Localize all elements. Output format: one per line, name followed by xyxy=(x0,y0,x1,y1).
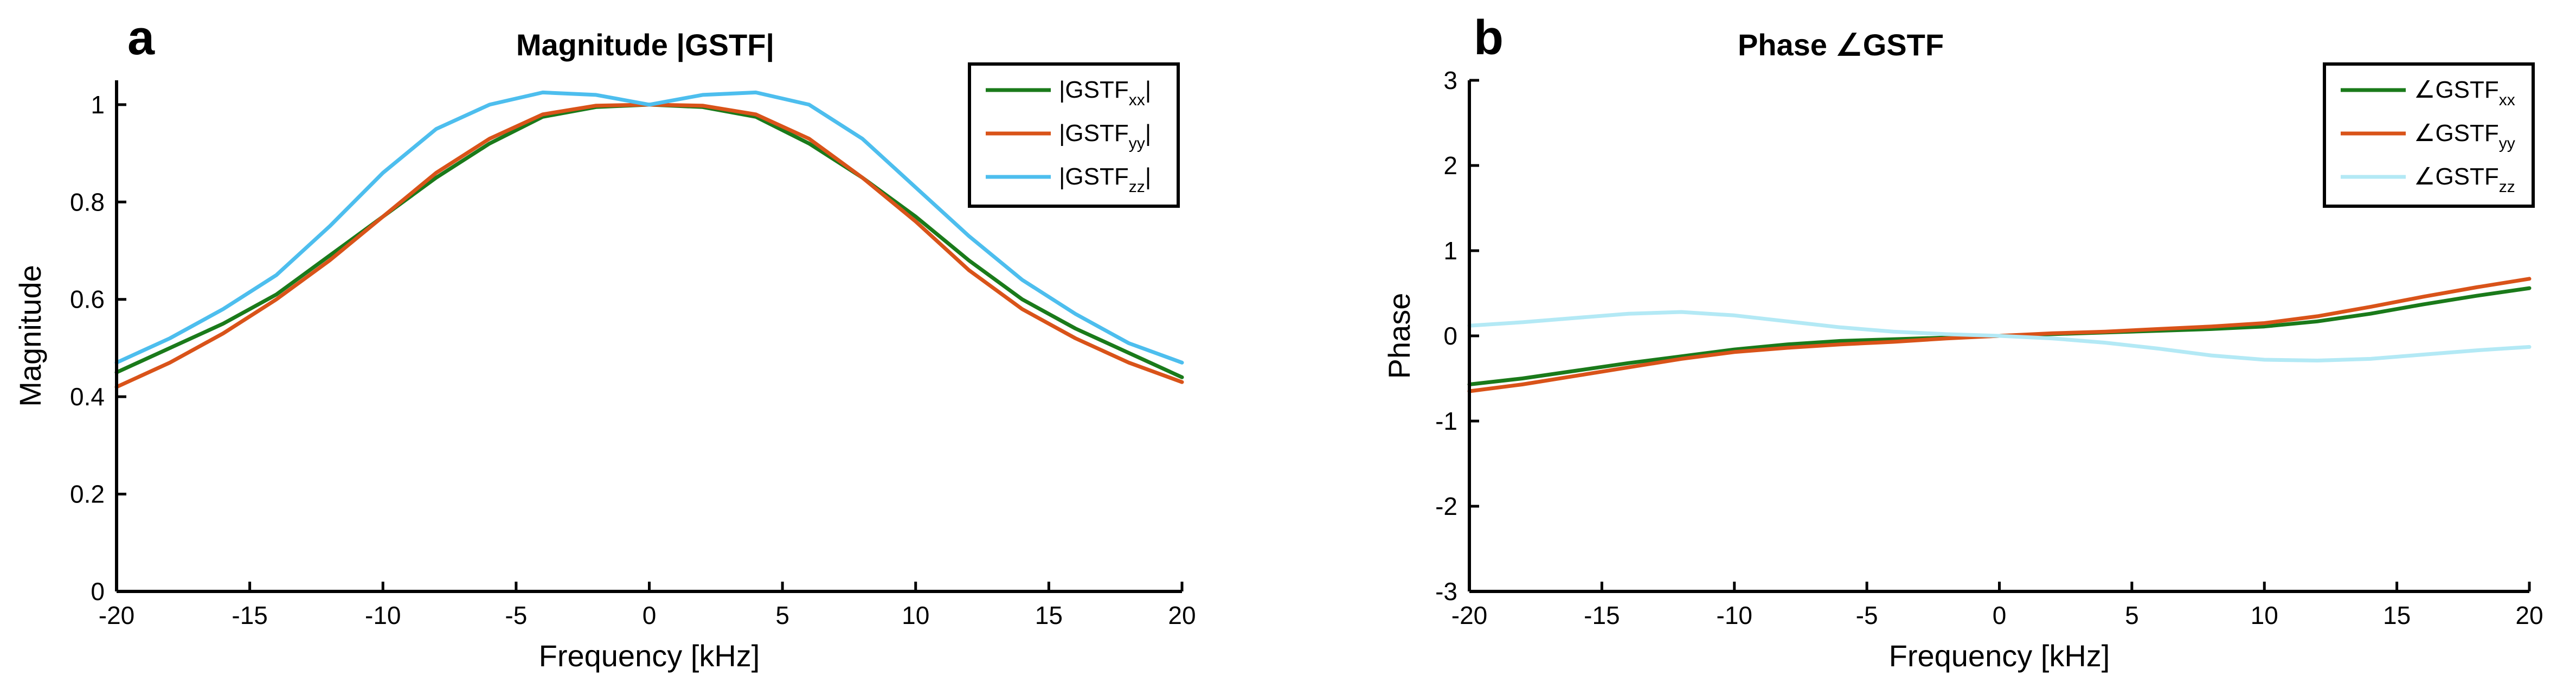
y-axis-label: Magnitude xyxy=(13,265,47,407)
x-tick-label: -10 xyxy=(1717,601,1752,629)
y-tick-label: 0 xyxy=(91,577,105,606)
y-tick-label: 0.6 xyxy=(70,285,105,314)
x-tick-label: 5 xyxy=(2125,601,2139,629)
x-tick-label: 10 xyxy=(902,601,929,629)
y-tick-label: -1 xyxy=(1435,407,1457,435)
chart-panel-a: a Magnitude |GSTF| -20 -15 -10 -5 0 5 10 15 20 0 0.2… xyxy=(13,11,1196,673)
legend-entry-yy: |GSTFyy| xyxy=(1059,120,1151,152)
y-tick-label: 0.8 xyxy=(70,188,105,216)
legend: |GSTFxx| |GSTFyy| |GSTFzz| xyxy=(968,62,1180,208)
x-tick-label: 20 xyxy=(2515,601,2543,629)
panel-label: a xyxy=(127,11,155,65)
chart-panel-b: b Phase ∠GSTF-20 -15 -10 -5 0 5 10 15 20-3-2-1012… xyxy=(1382,11,2543,673)
y-tick-label: 0 xyxy=(1443,322,1457,350)
x-tick-label: -15 xyxy=(232,601,267,629)
legend-entry-zz: |GSTFzz| xyxy=(1059,163,1151,196)
x-tick-label: -20 xyxy=(99,601,134,629)
x-axis-label: Frequency [kHz] xyxy=(539,639,760,673)
y-tick-label: -2 xyxy=(1435,492,1457,520)
x-tick-label: -15 xyxy=(1584,601,1620,629)
chart-title: Phase ∠GSTF xyxy=(1738,28,1944,62)
y-tick-label: 1 xyxy=(1443,237,1457,265)
x-tick-label: 20 xyxy=(1168,601,1196,629)
legend-entry-xx: |GSTFxx| xyxy=(1059,77,1151,109)
x-tick-label: 0 xyxy=(643,601,657,629)
series-line-zz xyxy=(1467,310,2532,362)
legend-entry-xx: ∠GSTFxx xyxy=(2414,77,2515,109)
y-tick-label: 3 xyxy=(1443,66,1457,94)
x-tick-label: -5 xyxy=(505,601,527,629)
legend-entry-zz: ∠GSTFzz xyxy=(2414,163,2515,196)
y-tick-label: 0.2 xyxy=(70,480,105,508)
y-tick-label: -3 xyxy=(1435,577,1457,606)
x-tick-label: 15 xyxy=(1035,601,1063,629)
x-tick-label: -5 xyxy=(1856,601,1878,629)
series-line-zz xyxy=(114,90,1184,365)
x-tick-label: 5 xyxy=(775,601,789,629)
x-tick-label: 10 xyxy=(2251,601,2278,629)
y-axis-label: Phase xyxy=(1382,293,1416,379)
x-tick-label: 0 xyxy=(1993,601,2007,629)
legend: ∠GSTFxx ∠GSTFyy ∠GSTFzz xyxy=(2323,62,2535,208)
legend-entry-yy: ∠GSTFyy xyxy=(2414,120,2515,152)
x-tick-label: 15 xyxy=(2383,601,2411,629)
x-axis-label: Frequency [kHz] xyxy=(1889,639,2110,673)
chart-title: Magnitude |GSTF| xyxy=(516,28,774,62)
y-tick-label: 1 xyxy=(91,91,105,119)
panel-label: b xyxy=(1474,11,1504,65)
y-tick-label: 2 xyxy=(1443,151,1457,180)
y-tick-label: 0.4 xyxy=(70,383,105,411)
x-tick-label: -10 xyxy=(365,601,401,629)
x-tick-label: -20 xyxy=(1451,601,1487,629)
